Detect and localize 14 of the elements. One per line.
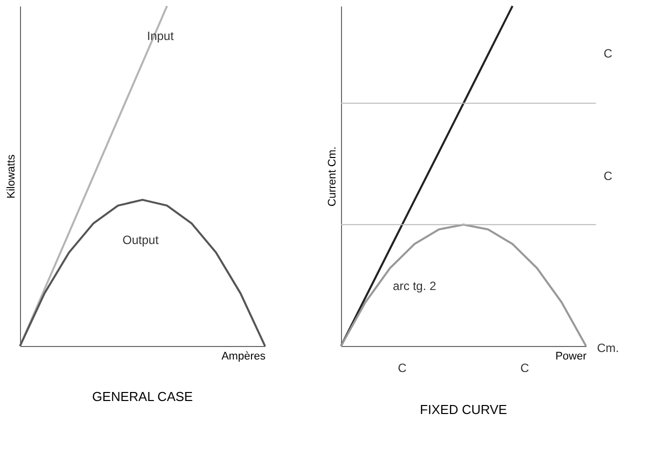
x-axis-title: Ampères: [221, 350, 266, 362]
series-label: Input: [147, 29, 174, 43]
y-axis-title: Kilowatts: [6, 154, 18, 199]
annotation: arc tg. 2: [392, 279, 436, 293]
text: C: [520, 361, 530, 375]
text: C: [604, 46, 613, 61]
text: GENERAL CASE: [92, 389, 194, 404]
text: C: [398, 361, 407, 375]
text: Cm.: [597, 341, 619, 355]
text: Output: [122, 232, 160, 247]
x-axis-title: Power: [555, 350, 587, 362]
y-axis-title: Current Cm.: [326, 146, 338, 206]
text: FIXED CURVE: [420, 402, 508, 417]
text: C: [604, 169, 613, 183]
